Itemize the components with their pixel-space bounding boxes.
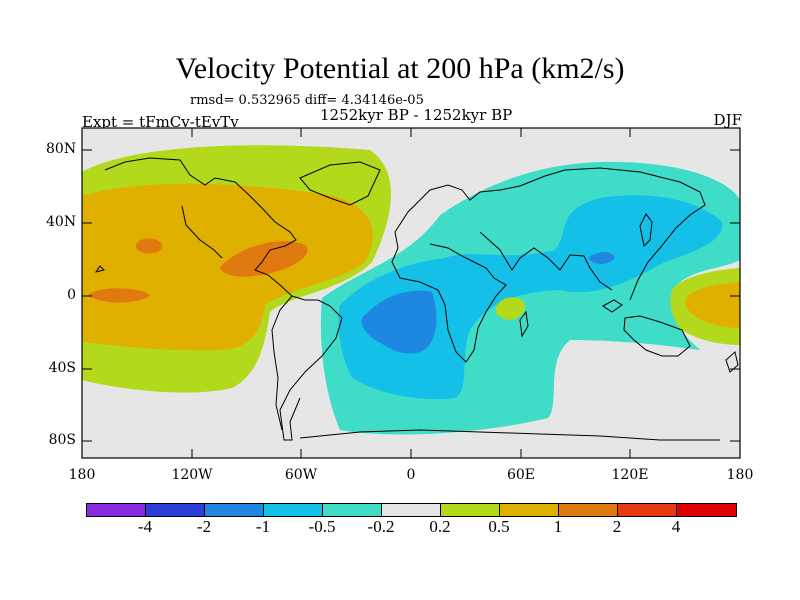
velocity-potential-field (82, 128, 740, 458)
map-title: Velocity Potential at 200 hPa (km2/s) (175, 52, 625, 85)
colorbar-swatch-6 (441, 504, 500, 516)
colorbar (86, 503, 737, 517)
colorbar-label: 2 (612, 517, 622, 536)
field-region-p02i (495, 297, 525, 320)
season-label: DJF (713, 111, 742, 129)
colorbar-label: -4 (137, 517, 153, 536)
period-text: 1252kyr BP - 1252kyr BP (320, 106, 513, 124)
lon-label-120w: 120W (171, 467, 213, 483)
colorbar-label: -1 (255, 517, 271, 536)
colorbar-swatch-5 (382, 504, 441, 516)
lat-label-80s: 80S (48, 432, 76, 448)
colorbar-label: 1 (553, 517, 563, 536)
lat-label-40s: 40S (48, 360, 76, 376)
colorbar-label: 0.5 (488, 517, 510, 536)
lon-label-60e: 60E (506, 467, 536, 483)
field-region-p1a (136, 238, 162, 254)
lon-label-180w: 180 (68, 467, 96, 483)
colorbar-swatch-10 (677, 504, 736, 516)
axis-ticks (81, 128, 741, 458)
colorbar-swatch-4 (323, 504, 382, 516)
field-region-n05a (338, 195, 723, 400)
field-region-n1a (361, 290, 437, 354)
lon-label-0: 0 (406, 467, 416, 483)
colorbar-label: 4 (671, 517, 681, 536)
colorbar-swatch-8 (559, 504, 618, 516)
stats-text: rmsd= 0.532965 diff= 4.34146e-05 (190, 93, 424, 108)
field-region-p05e (685, 282, 740, 328)
colorbar-label: 0.2 (429, 517, 451, 536)
colorbar-label: -0.2 (367, 517, 395, 536)
experiment-label: Expt = tFmCv-tEvTv (82, 113, 239, 131)
lat-label-80n: 80N (46, 141, 77, 157)
field-region-n1b (588, 252, 615, 264)
colorbar-swatch-1 (146, 504, 205, 516)
colorbar-swatch-7 (500, 504, 559, 516)
lat-label-40n: 40N (46, 214, 77, 230)
lon-label-180e: 180 (726, 467, 754, 483)
colorbar-swatch-0 (87, 504, 146, 516)
colorbar-swatch-3 (264, 504, 323, 516)
colorbar-swatch-2 (205, 504, 264, 516)
colorbar-label: -2 (196, 517, 212, 536)
colorbar-label: -0.5 (308, 517, 336, 536)
lon-label-60w: 60W (284, 467, 318, 483)
coastlines (94, 157, 739, 441)
lat-label-0: 0 (67, 287, 76, 303)
field-region-p1c (88, 288, 150, 303)
lon-label-120e: 120E (611, 467, 649, 483)
colorbar-swatch-9 (618, 504, 677, 516)
